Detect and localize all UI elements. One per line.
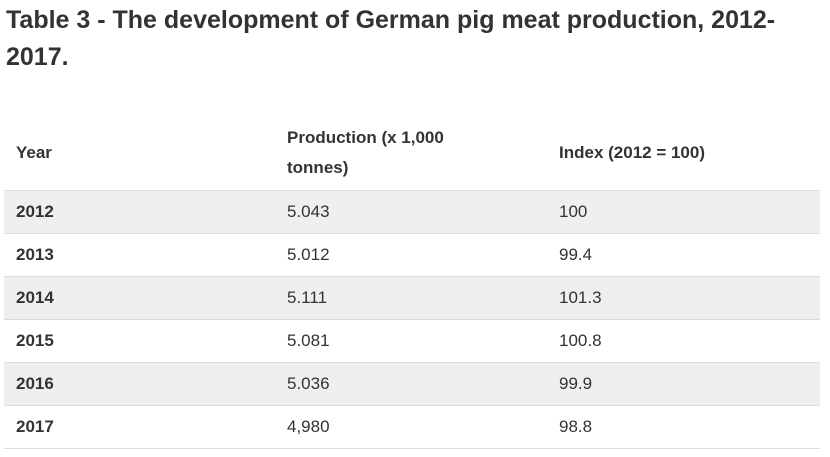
production-table: Year Production (x 1,000 tonnes) Index (…: [4, 116, 820, 449]
production-cell: 5.081: [275, 319, 547, 363]
table-row: 2012 5.043 100: [4, 190, 820, 234]
header-production-label: Production (x 1,000 tonnes): [287, 128, 444, 177]
table-body: 2012 5.043 100 2013 5.012 99.4 2014 5.11…: [4, 190, 820, 449]
header-row: Year Production (x 1,000 tonnes) Index (…: [4, 116, 820, 191]
index-cell: 100: [547, 190, 820, 234]
year-cell: 2013: [4, 233, 275, 277]
year-cell: 2012: [4, 190, 275, 234]
table-title: Table 3 - The development of German pig …: [6, 6, 776, 71]
index-cell: 101.3: [547, 276, 820, 320]
year-cell: 2016: [4, 362, 275, 406]
index-cell: 99.4: [547, 233, 820, 277]
header-index: Index (2012 = 100): [559, 143, 706, 162]
production-cell: 5.012: [275, 233, 547, 277]
table-row: 2016 5.036 99.9: [4, 362, 820, 406]
year-cell: 2015: [4, 319, 275, 363]
production-cell: 5.111: [275, 276, 547, 320]
table-row: 2014 5.111 101.3: [4, 276, 820, 320]
table-header: Year Production (x 1,000 tonnes) Index (…: [4, 116, 820, 191]
table-row: 2015 5.081 100.8: [4, 319, 820, 363]
year-cell: 2017: [4, 405, 275, 449]
index-cell: 98.8: [547, 405, 820, 449]
table-row: 2013 5.012 99.4: [4, 233, 820, 277]
table-row: 2017 4,980 98.8: [4, 405, 820, 449]
production-cell: 5.036: [275, 362, 547, 406]
index-cell: 100.8: [547, 319, 820, 363]
index-cell: 99.9: [547, 362, 820, 406]
header-production: Production (x 1,000 tonnes): [275, 116, 547, 191]
production-cell: 5.043: [275, 190, 547, 234]
production-cell: 4,980: [275, 405, 547, 449]
year-cell: 2014: [4, 276, 275, 320]
header-year: Year: [16, 143, 52, 162]
